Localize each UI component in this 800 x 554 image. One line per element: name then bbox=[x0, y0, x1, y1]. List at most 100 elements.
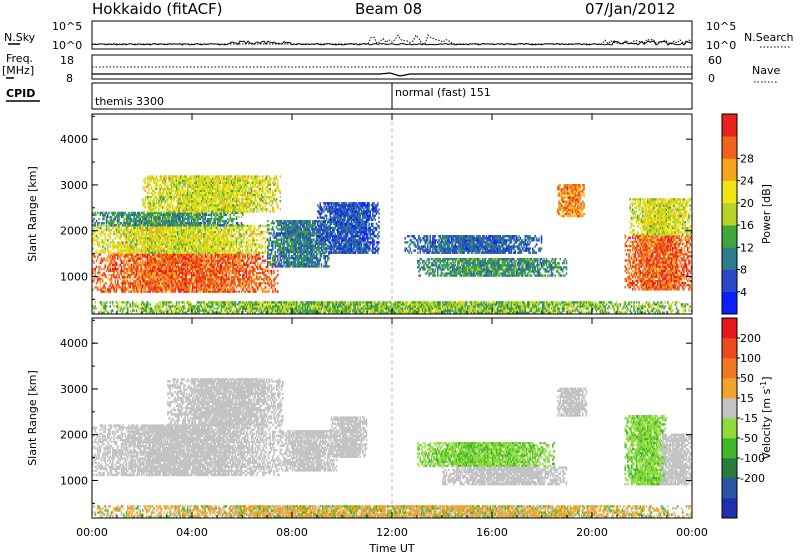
power-cell bbox=[99, 253, 102, 256]
power-cell bbox=[245, 230, 248, 234]
power-cell bbox=[104, 259, 107, 262]
power-cell bbox=[245, 269, 248, 273]
power-cell bbox=[242, 259, 244, 262]
power-cell bbox=[117, 253, 119, 256]
power-cell bbox=[222, 215, 224, 219]
power-cell bbox=[130, 226, 133, 230]
power-cell bbox=[272, 288, 274, 291]
power-cell bbox=[155, 200, 158, 203]
power-cell bbox=[159, 284, 162, 287]
power-cell bbox=[119, 255, 122, 258]
power-cell bbox=[255, 290, 258, 293]
power-cell bbox=[142, 197, 144, 201]
power-cell bbox=[249, 290, 252, 293]
power-cell bbox=[273, 284, 275, 287]
power-cell bbox=[239, 273, 242, 277]
power-cell bbox=[263, 237, 265, 240]
power-cell bbox=[144, 280, 147, 283]
power-cell bbox=[99, 245, 102, 248]
power-cell bbox=[109, 263, 112, 267]
power-cell bbox=[137, 255, 139, 258]
power-cell bbox=[147, 226, 149, 230]
power-cell bbox=[253, 224, 255, 228]
power-cell bbox=[143, 278, 145, 281]
power-cell bbox=[107, 249, 109, 252]
power-cell bbox=[175, 271, 178, 275]
power-cell bbox=[172, 187, 174, 191]
power-cell bbox=[115, 290, 118, 293]
power-cell bbox=[135, 278, 138, 281]
power-cell bbox=[184, 235, 187, 238]
power-cell bbox=[103, 241, 105, 244]
power-cell bbox=[233, 217, 235, 221]
power-cell bbox=[267, 267, 269, 271]
power-cell bbox=[135, 259, 138, 262]
power-cell bbox=[94, 267, 97, 271]
power-cell bbox=[264, 245, 267, 248]
power-cell bbox=[168, 284, 170, 287]
power-cell bbox=[127, 288, 129, 291]
power-cell bbox=[162, 288, 164, 291]
power-cell bbox=[95, 226, 98, 230]
power-cell bbox=[242, 284, 244, 287]
power-cell bbox=[112, 286, 114, 289]
power-cell bbox=[139, 282, 142, 285]
power-cell bbox=[217, 213, 219, 217]
power-cell bbox=[202, 230, 204, 234]
power-cell bbox=[219, 226, 222, 230]
power-cell bbox=[264, 241, 267, 244]
power-cell bbox=[178, 208, 180, 211]
power-cell bbox=[142, 263, 144, 267]
power-cell bbox=[148, 282, 150, 285]
power-cell bbox=[144, 276, 147, 279]
power-cell bbox=[187, 249, 189, 252]
power-cell bbox=[252, 265, 254, 269]
power-cell bbox=[138, 280, 140, 283]
power-cell bbox=[147, 255, 149, 258]
power-cell bbox=[143, 286, 145, 289]
power-cell bbox=[127, 276, 129, 279]
power-cell bbox=[264, 247, 267, 250]
power-cell bbox=[122, 290, 124, 293]
power-cell bbox=[110, 228, 113, 232]
power-cell bbox=[132, 267, 134, 271]
power-cell bbox=[178, 187, 180, 191]
power-cell bbox=[118, 230, 120, 234]
power-cell bbox=[99, 278, 102, 281]
power-cell bbox=[243, 261, 245, 264]
power-cell bbox=[93, 261, 95, 264]
power-cell bbox=[110, 259, 113, 262]
power-cell bbox=[93, 217, 95, 221]
power-cell bbox=[253, 239, 255, 242]
power-cell bbox=[182, 276, 184, 279]
power-cell bbox=[172, 280, 174, 283]
power-cell bbox=[205, 232, 208, 236]
power-cell bbox=[148, 249, 150, 252]
power-cell bbox=[212, 278, 214, 281]
power-cell bbox=[94, 269, 97, 273]
power-cell bbox=[128, 267, 130, 271]
power-cell bbox=[127, 253, 129, 256]
power-cell bbox=[235, 286, 238, 289]
power-cell bbox=[164, 215, 167, 219]
power-cell bbox=[215, 202, 218, 205]
power-cell bbox=[187, 187, 189, 191]
power-cell bbox=[145, 290, 148, 293]
power-cell bbox=[183, 213, 185, 217]
power-cell bbox=[98, 222, 100, 225]
power-cell bbox=[198, 255, 200, 258]
power-cell bbox=[228, 259, 230, 262]
power-cell bbox=[132, 284, 134, 287]
power-cell bbox=[240, 243, 243, 246]
power-cell bbox=[159, 210, 162, 213]
power-cell bbox=[103, 284, 105, 287]
power-cell bbox=[250, 249, 253, 252]
power-cell bbox=[140, 273, 143, 277]
power-cell bbox=[167, 202, 169, 205]
power-cell bbox=[238, 247, 240, 250]
power-cell bbox=[119, 224, 122, 227]
power-cell bbox=[235, 215, 238, 219]
power-cell bbox=[172, 267, 174, 271]
power-cell bbox=[124, 282, 127, 285]
power-cell bbox=[253, 237, 255, 240]
